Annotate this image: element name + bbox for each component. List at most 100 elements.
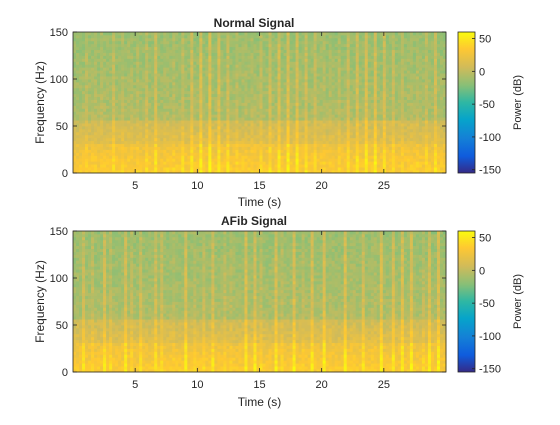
heatmap-cell: [346, 40, 351, 45]
heatmap-cell: [211, 90, 215, 95]
heatmap-cell: [76, 81, 80, 86]
heatmap-cell: [187, 146, 191, 150]
heatmap-cell: [187, 126, 191, 130]
heatmap-cell: [352, 90, 357, 95]
heatmap-cell: [217, 140, 221, 145]
heatmap-cell: [295, 126, 300, 130]
heatmap-cell: [271, 58, 275, 62]
heatmap-cell: [187, 58, 191, 62]
heatmap-cell: [304, 140, 309, 145]
heatmap-cell: [76, 93, 80, 98]
heatmap-cell: [157, 161, 161, 165]
heatmap-cell: [331, 123, 336, 127]
heatmap-cell: [187, 120, 191, 124]
heatmap-cell: [301, 58, 306, 62]
heatmap-cell: [145, 93, 149, 98]
heatmap-cell: [340, 134, 345, 139]
heatmap-cell: [232, 64, 236, 68]
heatmap-cell: [142, 52, 146, 56]
heatmap-cell: [187, 46, 191, 51]
heatmap-cell: [259, 55, 263, 59]
heatmap-cell: [112, 87, 116, 92]
heatmap-cell: [280, 143, 284, 147]
heatmap-cell: [190, 93, 194, 98]
heatmap-cell: [259, 93, 263, 98]
heatmap-cell: [109, 52, 113, 56]
heatmap-cell: [382, 123, 387, 127]
heatmap-cell: [160, 164, 164, 168]
heatmap-cell: [229, 87, 233, 92]
heatmap-cell: [238, 117, 242, 121]
heatmap-cell: [373, 99, 378, 103]
heatmap-cell: [247, 152, 251, 156]
heatmap-cell: [322, 99, 327, 103]
heatmap-cell: [280, 52, 284, 56]
heatmap-cell: [82, 99, 86, 103]
heatmap-cell: [277, 34, 281, 39]
heatmap-cell: [355, 167, 360, 171]
heatmap-cell: [175, 140, 179, 145]
heatmap-cell: [379, 99, 384, 103]
heatmap-cell: [166, 49, 170, 53]
heatmap-cell: [97, 99, 101, 103]
heatmap-cell: [334, 34, 339, 39]
heatmap-cell: [343, 32, 348, 36]
heatmap-cell: [379, 117, 384, 121]
heatmap-cell: [166, 164, 170, 168]
heatmap-cell: [91, 46, 95, 51]
heatmap-cell: [184, 37, 188, 42]
heatmap-cell: [370, 114, 375, 118]
heatmap-cell: [193, 73, 197, 77]
heatmap-cell: [208, 102, 212, 106]
heatmap-cell: [121, 164, 125, 168]
heatmap-cell: [112, 34, 116, 39]
heatmap-cell: [301, 164, 306, 168]
heatmap-cell: [289, 76, 293, 80]
heatmap-cell: [157, 73, 161, 77]
heatmap-cell: [358, 158, 363, 162]
heatmap-cell: [298, 140, 303, 145]
heatmap-cell: [178, 164, 182, 168]
heatmap-cell: [370, 137, 375, 142]
heatmap-cell: [367, 120, 372, 124]
heatmap-cell: [133, 155, 137, 159]
heatmap-cell: [163, 155, 167, 159]
heatmap-cell: [106, 73, 110, 77]
heatmap-cell: [199, 108, 203, 112]
heatmap-cell: [199, 152, 203, 156]
heatmap-cell: [331, 32, 336, 36]
heatmap-cell: [271, 67, 275, 71]
heatmap-cell: [178, 64, 182, 68]
heatmap-cell: [142, 40, 146, 45]
heatmap-cell: [115, 143, 119, 147]
heatmap-cell: [238, 81, 242, 86]
heatmap-cell: [187, 61, 191, 65]
heatmap-cell: [379, 105, 384, 109]
heatmap-cell: [241, 167, 245, 171]
heatmap-cell: [292, 137, 296, 142]
heatmap-cell: [343, 58, 348, 62]
heatmap-cell: [82, 134, 86, 139]
heatmap-cell: [205, 128, 209, 133]
heatmap-cell: [301, 64, 306, 68]
heatmap-cell: [232, 93, 236, 98]
heatmap-cell: [280, 158, 284, 162]
heatmap-cell: [277, 96, 281, 100]
heatmap-cell: [322, 40, 327, 45]
heatmap-cell: [382, 111, 387, 115]
heatmap-cell: [133, 84, 137, 89]
heatmap-cell: [79, 34, 83, 39]
heatmap-cell: [232, 131, 236, 136]
heatmap-cell: [121, 126, 125, 130]
heatmap-cell: [199, 40, 203, 45]
heatmap-cell: [364, 90, 369, 95]
heatmap-cell: [328, 52, 333, 56]
heatmap-cell: [103, 52, 107, 56]
heatmap-cell: [238, 140, 242, 145]
heatmap-cell: [370, 70, 375, 74]
heatmap-cell: [199, 34, 203, 39]
heatmap-cell: [82, 87, 86, 92]
heatmap-cell: [340, 43, 345, 48]
heatmap-cell: [106, 32, 110, 36]
heatmap-cell: [286, 67, 290, 71]
